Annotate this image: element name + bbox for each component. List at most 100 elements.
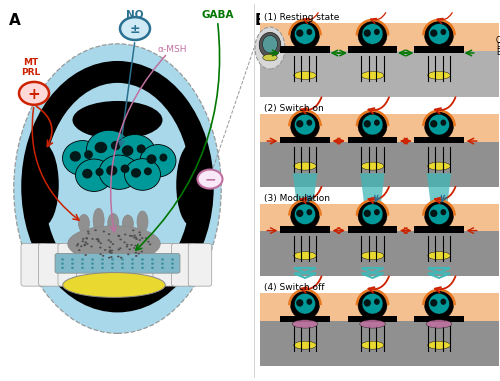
Ellipse shape — [428, 71, 450, 79]
Ellipse shape — [430, 120, 438, 128]
Ellipse shape — [430, 210, 438, 217]
Ellipse shape — [94, 142, 107, 153]
Ellipse shape — [374, 209, 380, 215]
Ellipse shape — [362, 24, 383, 44]
Circle shape — [198, 170, 222, 189]
FancyBboxPatch shape — [114, 243, 141, 286]
Circle shape — [161, 258, 164, 261]
Circle shape — [134, 237, 137, 239]
Ellipse shape — [361, 71, 384, 79]
Ellipse shape — [124, 158, 160, 190]
Polygon shape — [260, 293, 499, 321]
Circle shape — [80, 245, 82, 247]
Polygon shape — [260, 321, 499, 366]
Circle shape — [81, 258, 84, 261]
Circle shape — [141, 237, 144, 239]
Circle shape — [98, 240, 100, 242]
Circle shape — [121, 258, 124, 261]
Polygon shape — [260, 11, 499, 23]
Circle shape — [84, 243, 86, 245]
Ellipse shape — [294, 204, 316, 224]
Circle shape — [135, 255, 138, 257]
Circle shape — [108, 257, 110, 259]
Circle shape — [120, 257, 122, 259]
Circle shape — [84, 254, 87, 256]
Polygon shape — [260, 231, 499, 276]
Ellipse shape — [111, 141, 120, 150]
Ellipse shape — [290, 201, 320, 230]
Ellipse shape — [306, 120, 312, 126]
Ellipse shape — [358, 21, 387, 50]
Circle shape — [119, 247, 122, 249]
Circle shape — [78, 249, 80, 251]
Ellipse shape — [131, 168, 141, 178]
Circle shape — [130, 235, 133, 237]
Ellipse shape — [374, 29, 380, 35]
Text: −: − — [204, 173, 216, 186]
Polygon shape — [293, 173, 317, 213]
Circle shape — [86, 243, 88, 245]
Ellipse shape — [63, 273, 165, 297]
Circle shape — [71, 263, 74, 265]
Circle shape — [108, 233, 110, 235]
Ellipse shape — [428, 341, 450, 349]
Text: A: A — [9, 13, 21, 28]
Ellipse shape — [296, 299, 304, 307]
Circle shape — [82, 238, 84, 240]
Ellipse shape — [96, 168, 104, 176]
Ellipse shape — [306, 209, 312, 215]
Circle shape — [108, 239, 110, 241]
Circle shape — [126, 246, 128, 248]
Circle shape — [91, 267, 94, 269]
Circle shape — [139, 234, 141, 236]
Ellipse shape — [93, 208, 104, 232]
Ellipse shape — [440, 209, 446, 215]
FancyBboxPatch shape — [96, 243, 122, 286]
Ellipse shape — [137, 211, 148, 232]
Ellipse shape — [440, 29, 446, 35]
Circle shape — [161, 267, 164, 269]
Circle shape — [102, 255, 104, 257]
Text: bs: bs — [40, 149, 52, 159]
Text: p: p — [104, 239, 110, 249]
Polygon shape — [260, 142, 499, 187]
Circle shape — [110, 241, 112, 243]
Ellipse shape — [428, 162, 450, 170]
FancyBboxPatch shape — [172, 243, 196, 286]
Circle shape — [109, 250, 112, 251]
Ellipse shape — [361, 341, 384, 349]
Ellipse shape — [306, 299, 312, 305]
Circle shape — [110, 251, 112, 253]
Ellipse shape — [424, 201, 454, 230]
Circle shape — [90, 245, 93, 247]
Circle shape — [81, 267, 84, 269]
Circle shape — [131, 263, 134, 265]
Ellipse shape — [176, 143, 209, 227]
Text: CT: CT — [496, 35, 500, 45]
Ellipse shape — [290, 21, 320, 50]
Ellipse shape — [146, 154, 156, 164]
Text: PRL: PRL — [22, 68, 40, 77]
Ellipse shape — [262, 35, 278, 53]
Polygon shape — [280, 226, 330, 233]
Polygon shape — [414, 46, 464, 53]
Circle shape — [108, 247, 111, 248]
Text: (2) Switch on: (2) Switch on — [264, 104, 324, 113]
Circle shape — [126, 244, 128, 246]
Ellipse shape — [255, 27, 285, 69]
Ellipse shape — [84, 150, 93, 159]
Ellipse shape — [140, 145, 176, 177]
Polygon shape — [260, 23, 499, 51]
Ellipse shape — [440, 299, 446, 305]
Ellipse shape — [440, 120, 446, 126]
Circle shape — [151, 263, 154, 265]
Polygon shape — [427, 173, 451, 213]
Text: MT: MT — [24, 58, 38, 67]
Circle shape — [102, 231, 105, 232]
Circle shape — [132, 229, 134, 231]
FancyBboxPatch shape — [188, 243, 212, 286]
Ellipse shape — [306, 29, 312, 35]
Circle shape — [118, 248, 120, 250]
Ellipse shape — [364, 120, 371, 128]
Circle shape — [111, 267, 114, 269]
